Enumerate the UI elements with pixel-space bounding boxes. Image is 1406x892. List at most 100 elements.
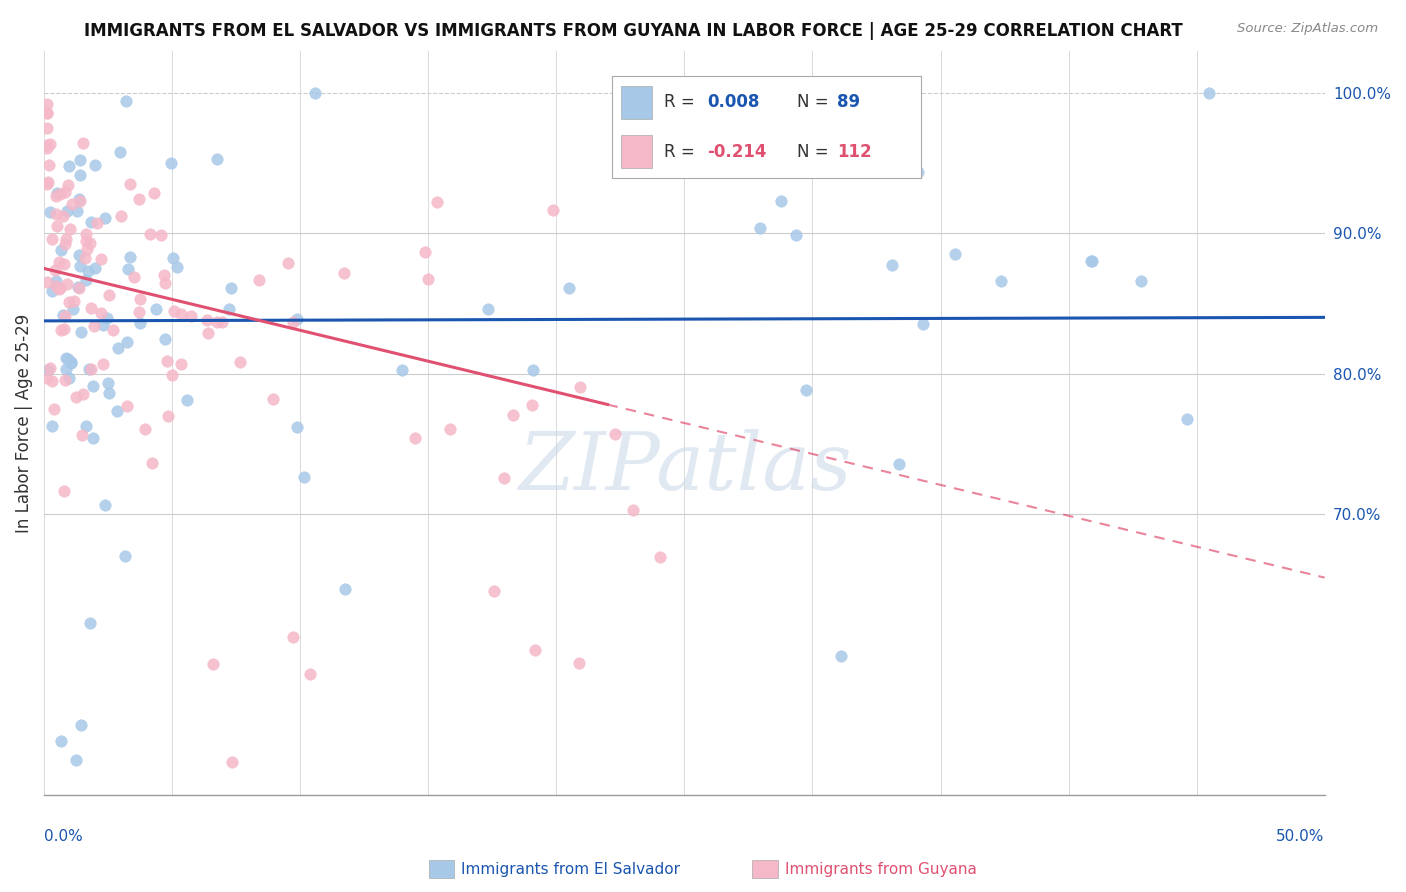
Point <box>69 153 91 168</box>
Bar <box>621 87 652 119</box>
Text: R =: R = <box>664 94 700 112</box>
Point <box>52 308 75 322</box>
Point <box>197 312 219 326</box>
Point <box>56 352 79 367</box>
Point <box>482 583 505 598</box>
Point <box>58 294 80 309</box>
Point <box>91 357 114 371</box>
Point <box>39 137 62 152</box>
Point <box>160 368 183 382</box>
Point <box>166 260 188 275</box>
Point <box>118 250 141 264</box>
Point <box>832 148 855 162</box>
Point <box>39 361 62 376</box>
Point <box>75 273 97 287</box>
Point <box>221 755 243 769</box>
Point <box>751 141 773 155</box>
Point <box>522 363 544 377</box>
Point <box>77 361 100 376</box>
Point <box>603 426 626 441</box>
Point <box>41 375 63 389</box>
Point <box>197 326 219 340</box>
Point <box>82 431 104 445</box>
Point <box>153 276 176 290</box>
Point <box>48 282 70 296</box>
Point <box>35 178 58 192</box>
Point <box>426 195 449 210</box>
Point <box>70 428 93 442</box>
Point <box>180 309 202 323</box>
Point <box>59 222 82 236</box>
Point <box>63 294 86 309</box>
Point <box>84 158 107 172</box>
Point <box>93 498 115 512</box>
Text: Immigrants from Guyana: Immigrants from Guyana <box>785 863 976 877</box>
Point <box>49 243 72 257</box>
Point <box>114 549 136 564</box>
Point <box>45 279 67 293</box>
Point <box>52 322 75 336</box>
Point <box>69 194 91 208</box>
Point <box>67 281 90 295</box>
Point <box>128 192 150 206</box>
Point <box>333 266 356 280</box>
Point <box>413 244 436 259</box>
Point <box>82 379 104 393</box>
Point <box>45 207 67 221</box>
Point <box>49 323 72 337</box>
Point <box>304 86 326 100</box>
Point <box>86 216 108 230</box>
Point <box>90 252 112 266</box>
Point <box>333 582 356 597</box>
Point <box>37 363 59 377</box>
Point <box>494 471 516 485</box>
Point <box>943 247 966 261</box>
Point <box>416 272 439 286</box>
Point <box>79 616 101 631</box>
Point <box>35 140 58 154</box>
Point <box>115 94 138 108</box>
Point <box>162 251 184 265</box>
Point <box>141 456 163 470</box>
Text: N =: N = <box>797 143 834 161</box>
Point <box>887 457 910 471</box>
Point <box>58 159 80 173</box>
Point <box>262 392 284 406</box>
Point <box>439 422 461 436</box>
Point <box>76 242 98 256</box>
Point <box>72 136 94 151</box>
Point <box>55 351 77 365</box>
Point <box>543 202 565 217</box>
Point <box>568 380 591 394</box>
Bar <box>621 136 652 168</box>
Point <box>502 408 524 422</box>
Point <box>110 145 132 160</box>
Text: 112: 112 <box>838 143 872 161</box>
Point <box>115 399 138 413</box>
Point <box>80 214 103 228</box>
Point <box>298 667 321 681</box>
Point <box>219 281 242 295</box>
Point <box>35 106 58 120</box>
Point <box>170 307 193 321</box>
Point <box>69 168 91 182</box>
Point <box>60 197 83 211</box>
Point <box>59 355 82 369</box>
Text: 50.0%: 50.0% <box>1277 829 1324 844</box>
Point <box>35 97 58 112</box>
Point <box>69 718 91 732</box>
Point <box>145 301 167 316</box>
Point <box>79 236 101 251</box>
Point <box>153 268 176 282</box>
Point <box>65 753 87 767</box>
Point <box>35 121 58 136</box>
Point <box>97 385 120 400</box>
Point <box>129 292 152 306</box>
Point <box>65 204 87 219</box>
Point <box>107 341 129 355</box>
Text: -0.214: -0.214 <box>707 143 768 161</box>
Text: Source: ZipAtlas.com: Source: ZipAtlas.com <box>1237 22 1378 36</box>
Point <box>155 354 177 368</box>
Point <box>228 355 250 369</box>
Point <box>122 270 145 285</box>
